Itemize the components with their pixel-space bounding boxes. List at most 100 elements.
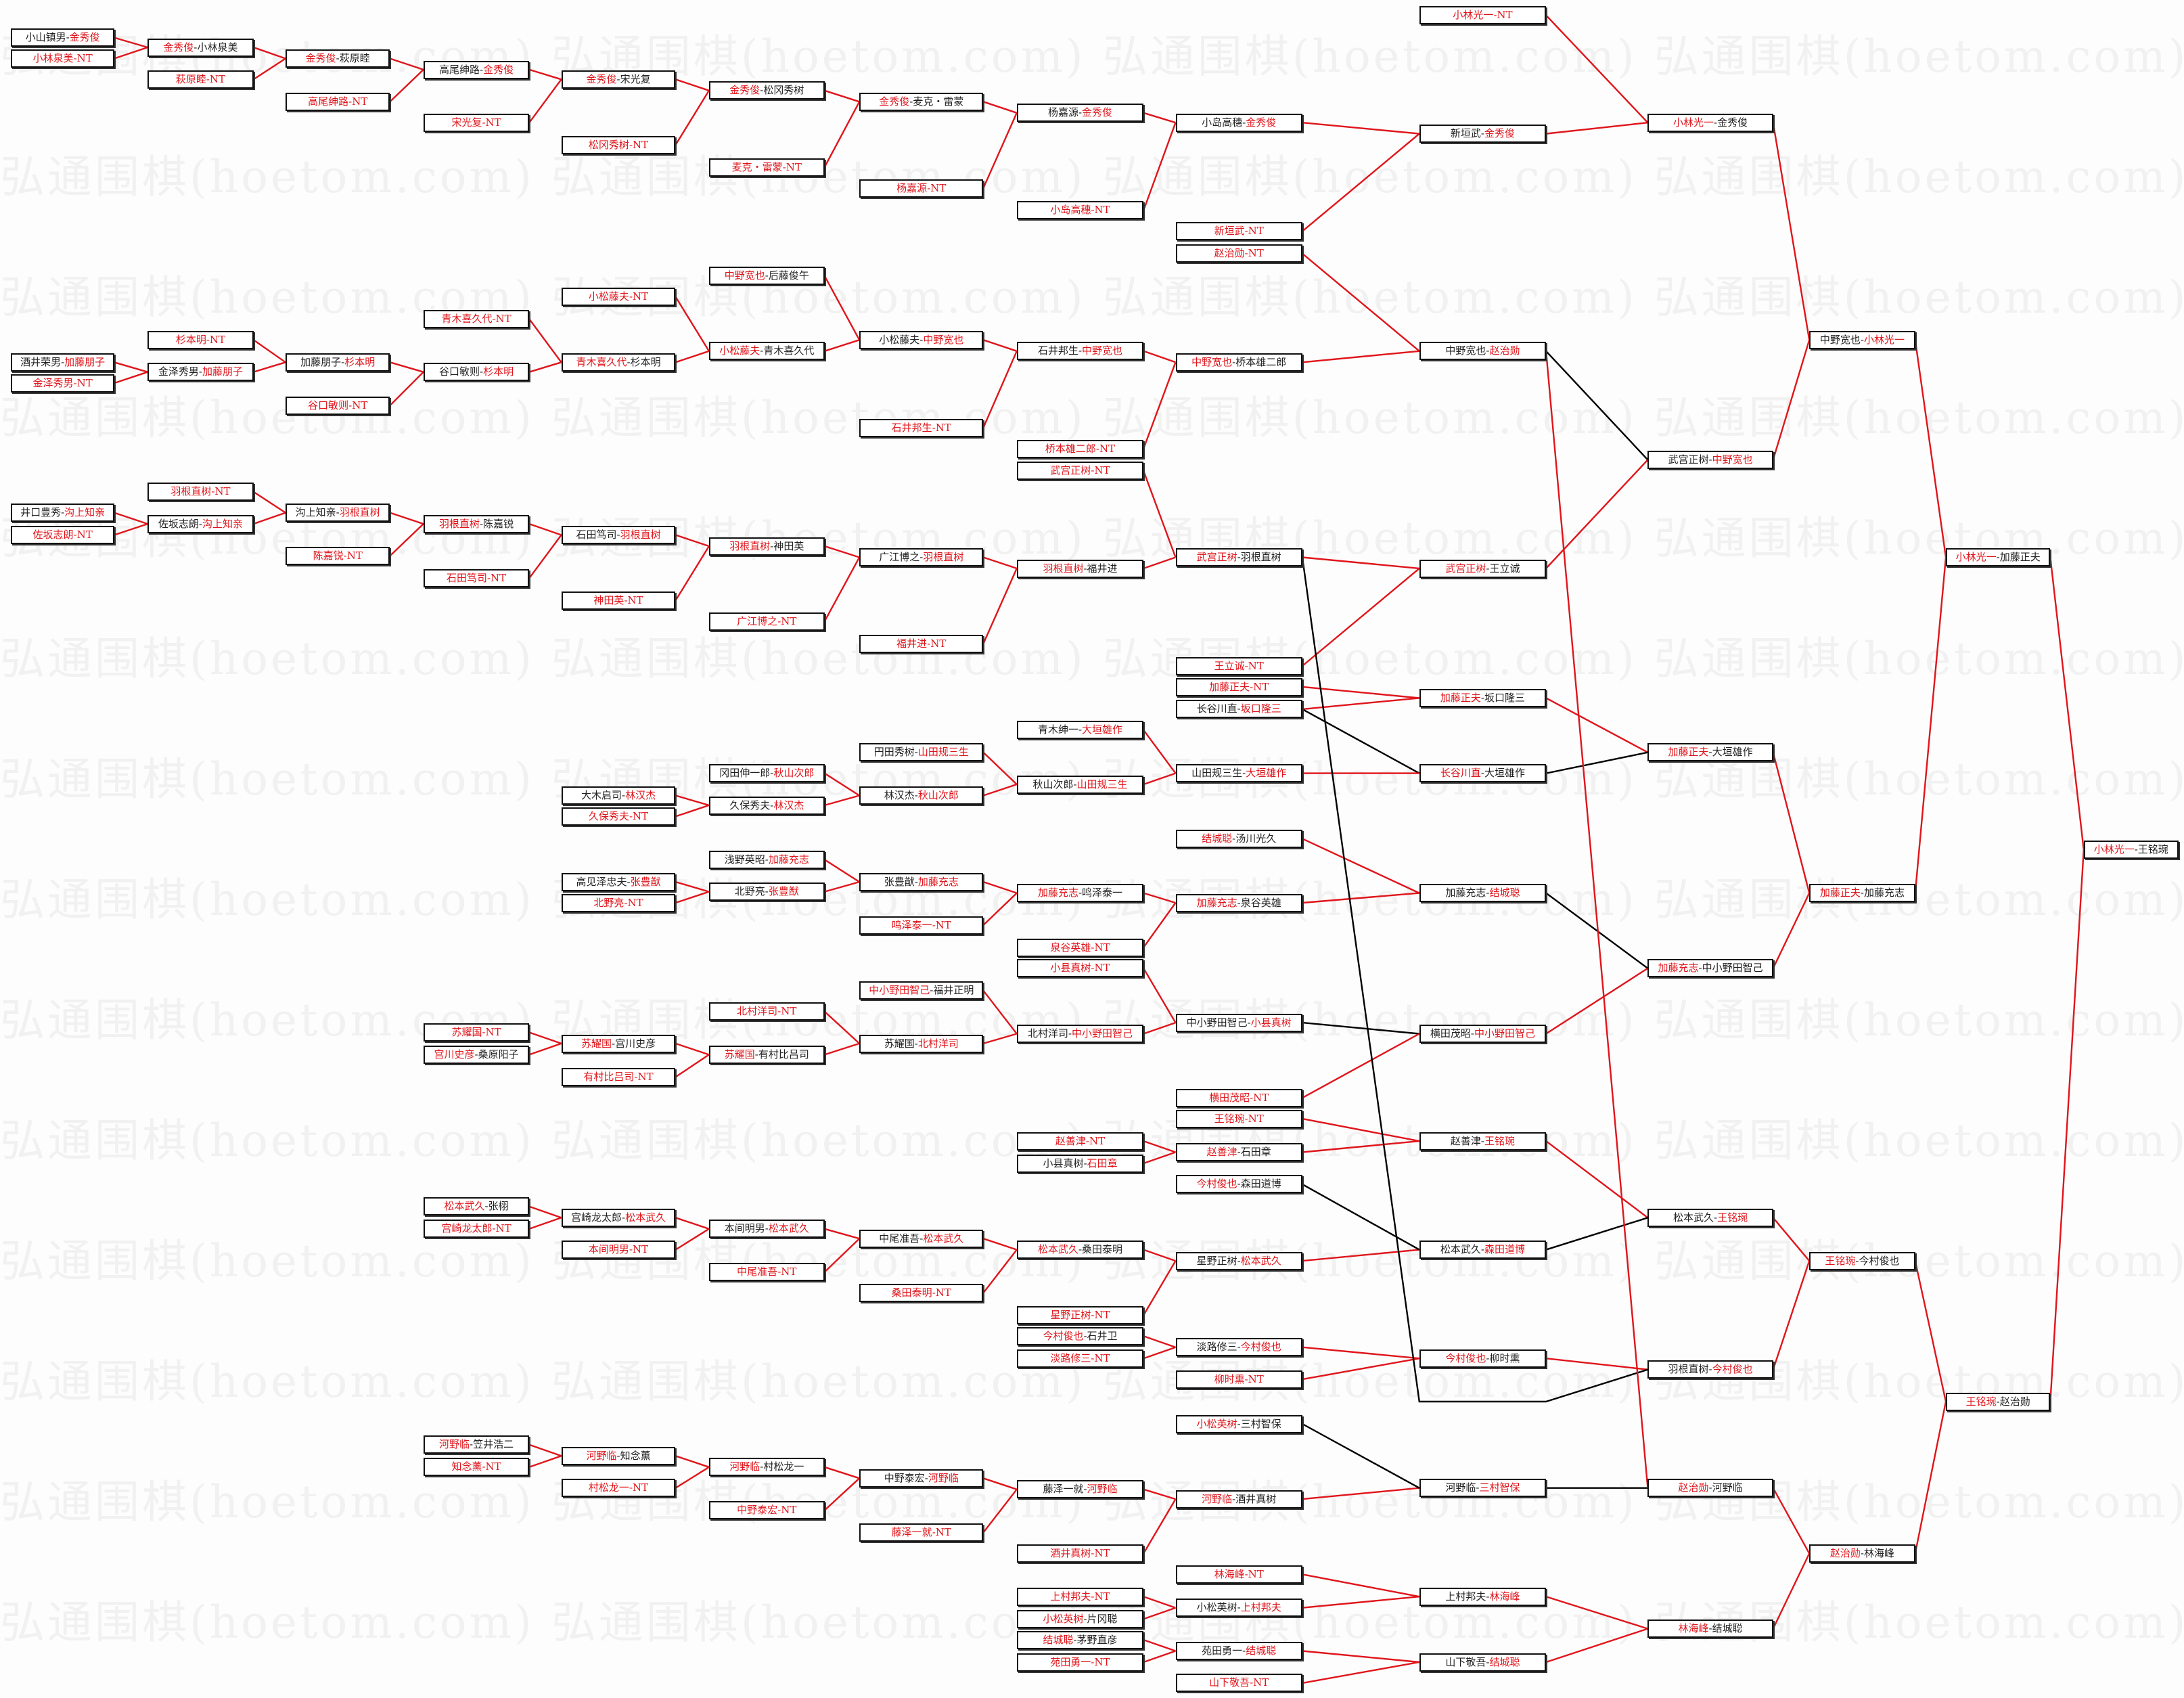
player-2: 北村洋司 — [917, 1037, 959, 1050]
player-1: 鸣泽泰一 — [891, 918, 932, 931]
no-opponent-label: NT — [935, 1526, 951, 1539]
separator: - — [1486, 1655, 1490, 1668]
player-1: 羽根直树 — [1668, 1363, 1709, 1376]
player-2: 杉本明 — [630, 355, 661, 368]
no-opponent-label: NT — [76, 376, 93, 389]
separator: - — [1078, 344, 1083, 357]
player-1: 中野宽也 — [1191, 355, 1233, 368]
separator: - — [1232, 1492, 1236, 1505]
player-1: 中野宽也 — [1819, 333, 1861, 346]
match-box: 广江博之-羽根直树 — [859, 548, 984, 567]
player-1: 井口豊秀 — [20, 506, 62, 519]
separator: - — [624, 896, 628, 909]
connector-line — [389, 523, 424, 557]
separator: - — [480, 365, 484, 378]
separator: - — [341, 355, 345, 368]
separator: - — [206, 333, 210, 346]
separator: - — [198, 365, 202, 378]
match-box: 林海峰-NT — [1175, 1565, 1302, 1584]
connector-line — [675, 1228, 710, 1251]
separator: - — [1714, 1211, 1718, 1224]
separator: - — [1486, 1590, 1490, 1603]
no-opponent-label: NT — [485, 116, 501, 129]
player-1: 武宫正树 — [1668, 453, 1709, 466]
separator: - — [1250, 680, 1254, 693]
player-2: 金秀俊 — [1246, 116, 1277, 129]
match-box: 苏耀国-有村比吕司 — [708, 1046, 825, 1065]
match-box: 加藤充志-鸣泽泰一 — [1016, 884, 1144, 903]
connector-line — [982, 351, 1018, 428]
separator: - — [73, 529, 77, 541]
connector-line — [2049, 557, 2085, 850]
separator: - — [484, 1200, 488, 1213]
connector-line — [982, 989, 1018, 1035]
match-box: 桥本雄二郎-NT — [1016, 439, 1144, 458]
match-box: 加藤充志-泉谷英雄 — [1175, 893, 1302, 912]
connector-line — [1545, 350, 1649, 461]
separator: - — [1073, 1633, 1077, 1646]
player-2: 中小野田智己 — [1474, 1027, 1535, 1040]
match-box: 河野临-三村智保 — [1419, 1479, 1547, 1498]
connector-line — [675, 296, 710, 352]
match-box: 新垣武-NT — [1175, 222, 1302, 241]
connector-line — [1302, 350, 1419, 363]
player-1: 石田笃司 — [576, 529, 617, 541]
connector-line — [1545, 351, 1649, 1488]
connector-line — [1545, 122, 1648, 135]
no-opponent-label: NT — [1094, 1351, 1110, 1364]
connector-line — [1302, 892, 1419, 904]
player-1: 柳时熏 — [1214, 1372, 1245, 1385]
player-1: 青木绅一 — [1037, 723, 1078, 736]
connector-line — [390, 58, 424, 71]
no-opponent-label: NT — [1089, 1134, 1106, 1147]
match-box: 武宫正树-羽根直树 — [1175, 548, 1302, 567]
match-box: 久保秀夫-林汉杰 — [708, 796, 825, 815]
player-2: 加藤充志 — [768, 853, 809, 866]
match-box: 佐坂志朗-NT — [11, 526, 114, 545]
player-1: 宋光复 — [451, 116, 482, 129]
player-2: 加藤朋子 — [64, 355, 106, 368]
no-opponent-label: NT — [485, 1026, 501, 1039]
player-2: 柳时熏 — [1489, 1351, 1520, 1364]
player-2: 中小野田智己 — [1702, 962, 1763, 975]
separator: - — [914, 789, 918, 802]
connector-line — [824, 772, 860, 797]
connector-line — [390, 512, 424, 525]
connector-line — [675, 891, 710, 904]
separator: - — [919, 551, 924, 564]
separator: - — [770, 539, 774, 552]
connector-line — [1302, 1183, 1420, 1251]
match-box: 小林光一-金秀俊 — [1647, 113, 1773, 132]
separator: - — [482, 1026, 486, 1039]
no-opponent-label: NT — [1253, 680, 1269, 693]
match-box: 中小野田智己-福井正明 — [859, 981, 984, 1000]
match-box: 加藤正夫-加藤充志 — [1809, 884, 1915, 903]
player-1: 赵善津 — [1055, 1134, 1086, 1147]
player-1: 松本武久 — [1037, 1243, 1078, 1256]
separator: - — [1242, 116, 1246, 129]
no-opponent-label: NT — [352, 95, 368, 108]
separator: - — [66, 31, 70, 44]
connector-line — [1545, 14, 1649, 124]
separator: - — [914, 746, 918, 759]
player-1: 苏耀国 — [884, 1037, 915, 1050]
match-box: 武宫正树-王立诚 — [1419, 559, 1547, 578]
player-1: 山下敬吾 — [1445, 1655, 1486, 1668]
match-box: 赵治勋-NT — [1175, 244, 1302, 263]
separator: - — [622, 789, 626, 802]
connector-line — [983, 1238, 1018, 1251]
player-1: 北野亮 — [593, 896, 624, 909]
player-1: 中野泰宏 — [884, 1471, 925, 1484]
connector-line — [1143, 1140, 1176, 1153]
connector-line — [1302, 838, 1420, 894]
match-box: 松本武久-王铭琬 — [1647, 1208, 1773, 1227]
connector-line — [114, 371, 148, 384]
connector-line — [675, 804, 710, 818]
no-opponent-label: NT — [1094, 941, 1110, 954]
connector-line — [1302, 122, 1419, 135]
player-1: 星野正树 — [1050, 1309, 1091, 1321]
separator: - — [1476, 1481, 1480, 1494]
match-box: 青木绅一-大垣雄作 — [1016, 721, 1144, 740]
connector-line — [675, 90, 710, 146]
